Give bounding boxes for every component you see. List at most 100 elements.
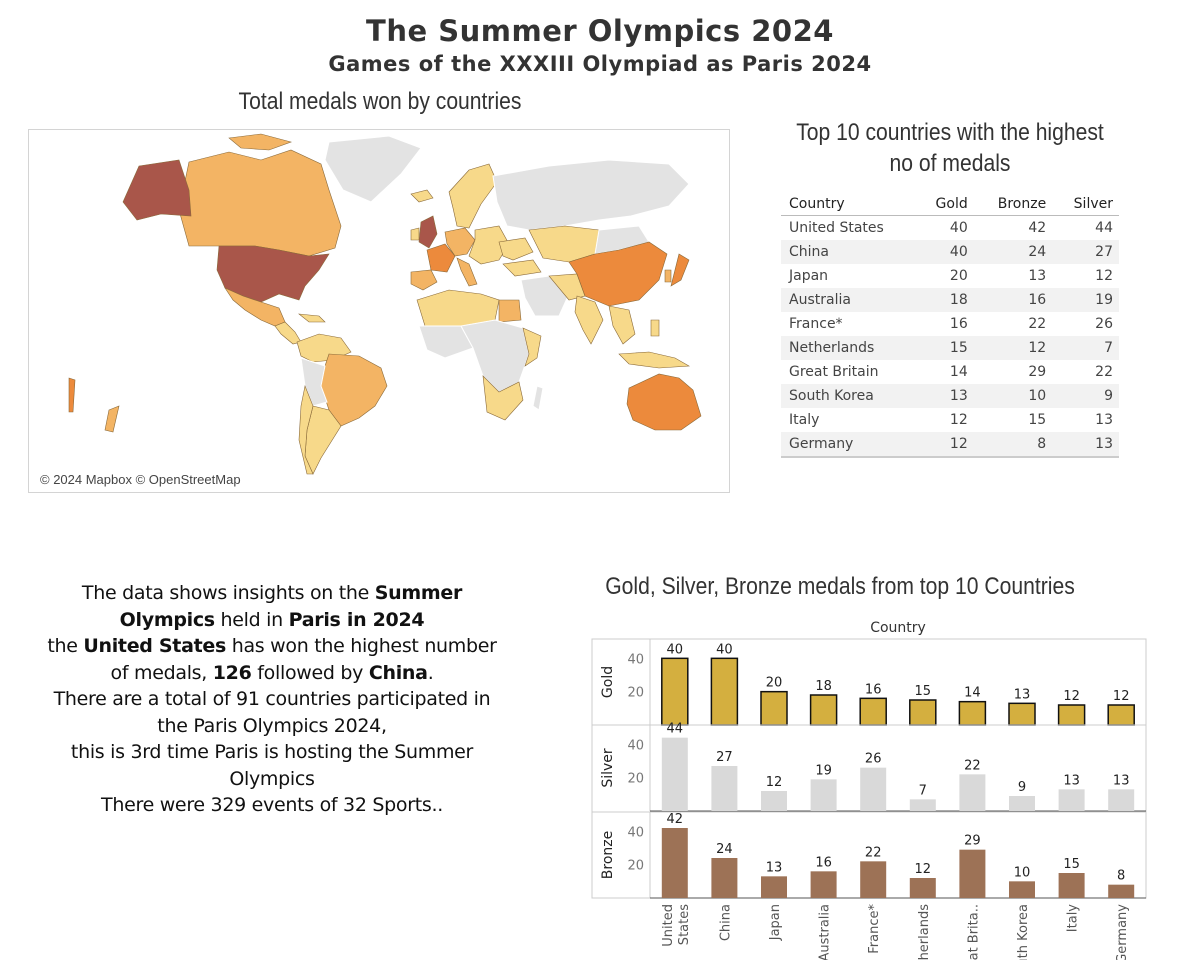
china[interactable] <box>568 241 668 307</box>
col-country[interactable]: Country <box>781 193 913 216</box>
world-map-canvas <box>68 133 702 475</box>
turkey[interactable] <box>502 259 542 277</box>
cell-bronze: 22 <box>1028 316 1047 332</box>
data-label: 8 <box>1117 869 1125 884</box>
table-row: Netherlands 15 12 7 <box>781 336 1119 360</box>
cell-gold: 18 <box>912 288 968 312</box>
y-tick-label: 40 <box>627 652 644 667</box>
summary-text-part: the <box>47 635 84 657</box>
east-africa[interactable] <box>522 327 542 367</box>
data-label: 40 <box>716 642 733 657</box>
col-gold[interactable]: Gold <box>912 193 968 216</box>
cell-country: China <box>781 240 913 264</box>
cell-country: Australia <box>781 288 913 312</box>
uk[interactable] <box>418 215 438 249</box>
x-tick-label: Italy <box>1066 904 1081 933</box>
chile[interactable] <box>298 384 314 475</box>
col-bronze[interactable]: Bronze <box>967 193 1047 216</box>
cell-bronze: 12 <box>967 336 1047 360</box>
bar-bronze <box>1058 873 1085 898</box>
page-subtitle: Games of the XXXIII Olympiad as Paris 20… <box>328 52 872 76</box>
india[interactable] <box>574 295 604 345</box>
cell-bronze: 8 <box>967 432 1047 458</box>
italy[interactable] <box>456 257 478 287</box>
data-label: 40 <box>667 642 684 657</box>
x-tick-label: South Korea <box>1016 904 1031 960</box>
new-zealand[interactable] <box>68 377 76 413</box>
data-label: 13 <box>766 860 783 875</box>
canada[interactable] <box>178 149 342 257</box>
cell-gold: 13 <box>912 384 968 408</box>
egypt[interactable] <box>498 299 522 323</box>
y-tick-label: 20 <box>627 859 644 874</box>
summary-text-bold: 126 <box>212 661 252 684</box>
scandinavia[interactable] <box>448 163 498 229</box>
bar-bronze <box>711 858 738 898</box>
central-africa[interactable] <box>460 319 530 393</box>
y-tick-label: 20 <box>627 772 644 787</box>
cell-gold: 20 <box>949 268 968 284</box>
new-zealand-south[interactable] <box>104 405 120 433</box>
central-america[interactable] <box>274 321 302 345</box>
germany-central[interactable] <box>444 227 476 257</box>
eastern-europe[interactable] <box>468 225 510 265</box>
bar-gold <box>909 699 937 726</box>
summary-text-bold: China <box>368 661 428 684</box>
table-row: United States 40 42 44 <box>781 216 1119 241</box>
table-row: Great Britain 14 29 22 <box>781 360 1119 384</box>
west-africa[interactable] <box>418 325 474 359</box>
southeast-asia[interactable] <box>608 305 636 345</box>
cell-silver: 7 <box>1046 336 1119 360</box>
data-label: 10 <box>1014 865 1031 880</box>
north-africa[interactable] <box>416 289 500 327</box>
spain[interactable] <box>410 269 438 291</box>
x-tick-label: France* <box>867 904 882 954</box>
iceland[interactable] <box>410 189 434 203</box>
cell-gold: 40 <box>949 220 968 236</box>
caribbean[interactable] <box>298 313 326 323</box>
summary-text-bold: Paris in 2024 <box>288 608 425 631</box>
bar-silver <box>1058 789 1085 811</box>
bar-gold <box>1107 704 1135 726</box>
data-label: 13 <box>1063 773 1080 788</box>
cell-bronze: 29 <box>1028 364 1047 380</box>
cell-gold: 16 <box>949 316 968 332</box>
cell-bronze: 42 <box>1028 220 1047 236</box>
cell-country: Japan <box>789 268 829 284</box>
cell-silver: 13 <box>1046 432 1119 458</box>
bar-bronze <box>959 849 986 898</box>
japan[interactable] <box>670 253 690 287</box>
summary-text-part: followed by <box>251 661 369 684</box>
panel-label-bronze: Bronze <box>600 831 616 879</box>
ireland[interactable] <box>410 227 420 241</box>
greenland[interactable] <box>324 135 422 203</box>
cell-silver: 13 <box>1095 412 1113 428</box>
data-label: 16 <box>865 682 882 697</box>
alaska[interactable] <box>122 159 192 221</box>
france[interactable] <box>426 243 456 273</box>
russia[interactable] <box>492 159 690 231</box>
indonesia[interactable] <box>618 351 691 369</box>
data-label: 7 <box>919 783 927 798</box>
cell-silver: 9 <box>1046 384 1119 408</box>
col-silver[interactable]: Silver <box>1046 193 1119 216</box>
ukraine[interactable] <box>498 237 534 261</box>
summary-text-bold: United States <box>83 635 226 657</box>
world-map[interactable]: © 2024 Mapbox © OpenStreetMap <box>28 129 730 493</box>
cell-country: Germany <box>781 432 913 458</box>
bar-silver <box>1108 789 1135 811</box>
southern-africa[interactable] <box>482 375 524 421</box>
summary-text: The data shows insights on the Summer Ol… <box>40 580 504 819</box>
philippines[interactable] <box>650 319 660 337</box>
cell-country: Great Britain <box>789 364 879 380</box>
cell-country: South Korea <box>781 384 913 408</box>
x-tick-label: Germany <box>1115 904 1130 960</box>
australia[interactable] <box>626 373 702 431</box>
data-label: 26 <box>865 752 882 767</box>
bar-bronze <box>810 871 837 898</box>
madagascar[interactable] <box>532 385 544 411</box>
bar-bronze <box>661 828 688 898</box>
data-label: 27 <box>716 750 733 765</box>
korea[interactable] <box>664 269 672 283</box>
arctic-islands[interactable] <box>228 133 292 151</box>
